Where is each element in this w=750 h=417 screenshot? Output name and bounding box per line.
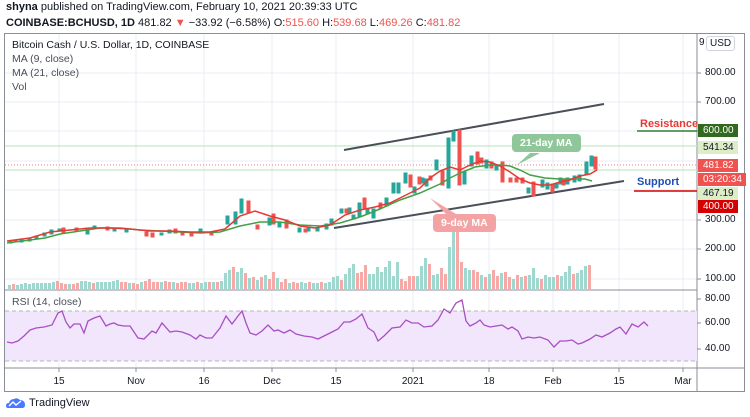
legend-ma9[interactable]: MA (9, close) [12,53,74,65]
close-label: C: [415,17,427,29]
ma9-line [6,160,598,242]
support-price-tag: 400.00 [698,200,738,213]
rsi-line [6,299,649,348]
price-tick: 700.00 [705,96,736,107]
last-price-tag: 481.82 [698,159,738,172]
time-label: 16 [198,376,210,387]
time-label: 18 [483,376,495,387]
tradingview-cloud-icon [6,398,25,408]
time-label: 15 [53,376,65,387]
time-label: 15 [330,376,342,387]
low-label: L: [369,17,379,29]
ma21-callout-pointer [517,153,540,165]
tradingview-logo[interactable]: TradingView [6,397,90,409]
price-tick: 100.00 [705,273,736,284]
ma9-callout-pointer [430,198,456,214]
last-price: 481.82 [138,17,172,29]
high-label: H: [322,17,334,29]
time-label: Feb [544,376,562,387]
high-value: 539.68 [333,17,367,29]
channel-lower-line [333,180,625,229]
volume-bars [8,225,591,290]
symbol-info: COINBASE:BCHUSD, 1D 481.82 ▼ −33.92 (−6.… [6,17,460,29]
published-text: published on TradingView.com, February 1… [40,1,358,13]
legend-title[interactable]: Bitcoin Cash / U.S. Dollar, 1D, COINBASE [12,39,210,51]
price-scale-partial-tick: 9 [699,37,705,48]
brand-name: TradingView [29,397,90,409]
resistance-price-tag: 600.00 [698,124,738,137]
price-tick: 300.00 [705,214,736,225]
rsi-legend[interactable]: RSI (14, close) [12,296,82,308]
price-tick: 200.00 [705,243,736,254]
ma9-price-tag: 467.19 [698,187,738,200]
legend-ma21[interactable]: MA (21, close) [12,67,80,79]
ma21-callout: 21-day MA [512,134,581,152]
time-label: 2021 [401,376,425,387]
rsi-tick: 80.00 [705,293,731,304]
ma9-callout: 9-day MA [433,214,496,232]
down-arrow-icon: ▼ [174,17,186,29]
time-label: 15 [613,376,625,387]
chart-legend: Bitcoin Cash / U.S. Dollar, 1D, COINBASE… [12,38,209,94]
time-label: Nov [127,376,145,387]
rsi-tick: 40.00 [705,343,731,354]
open-label: O: [273,17,286,29]
channel-upper-line [343,103,605,151]
open-value: 515.60 [285,17,319,29]
support-label: Support [637,176,680,188]
publish-info: shyna published on TradingView.com, Febr… [6,1,357,13]
time-label: Mar [674,376,692,387]
author-name[interactable]: shyna [6,1,38,13]
close-value: 481.82 [426,17,461,29]
bar-countdown-tag: 03:20:34 [698,173,746,186]
time-label: Dec [263,376,281,387]
price-tick: 800.00 [705,67,736,78]
currency-button[interactable]: USD [706,36,736,51]
rsi-band [5,311,697,361]
ma21-price-tag: 541.34 [698,141,738,154]
symbol-name: COINBASE:BCHUSD, 1D [6,17,135,29]
chart-frame [4,33,745,392]
rsi-tick: 60.00 [705,317,731,328]
resistance-label: Resistance [640,118,699,130]
legend-vol[interactable]: Vol [12,81,27,93]
price-change: −33.92 (−6.58%) [188,17,271,29]
low-value: 469.26 [378,17,413,29]
